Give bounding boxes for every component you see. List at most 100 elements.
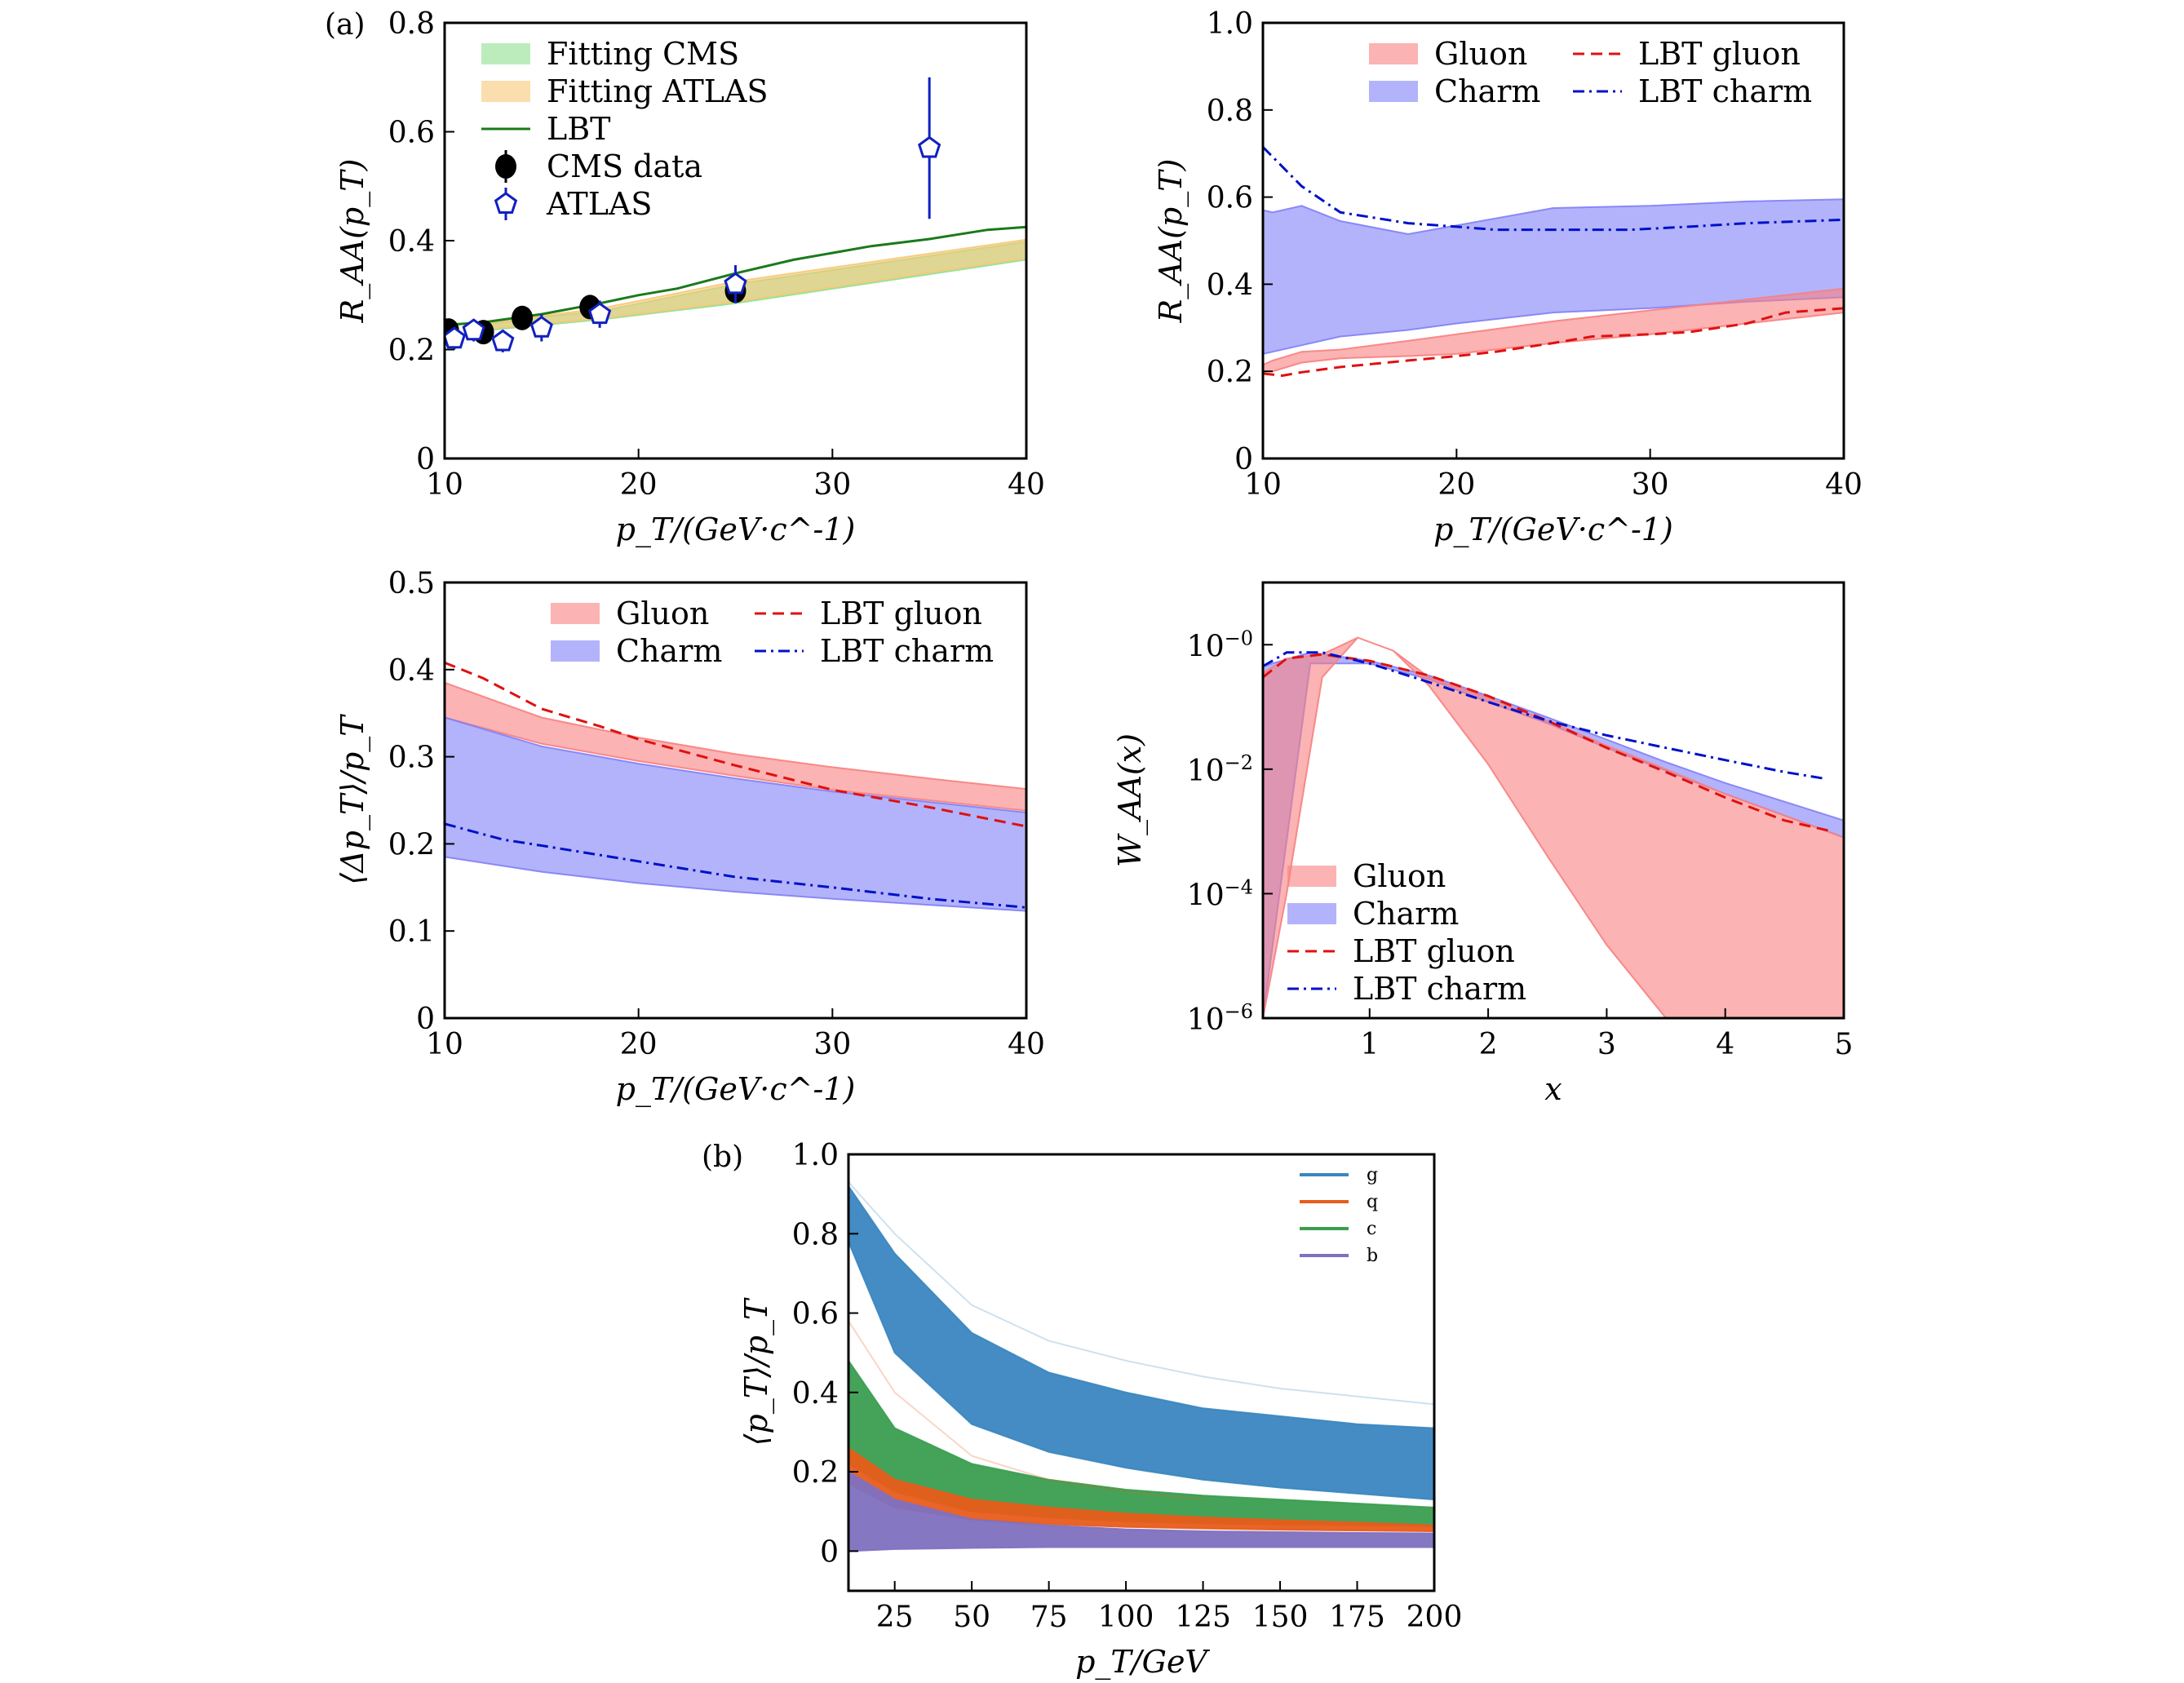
x-tick-label: 175 bbox=[1329, 1601, 1385, 1634]
legend-label: b bbox=[1367, 1246, 1378, 1266]
data-point-cms bbox=[512, 305, 534, 330]
y-tick-label: 0 bbox=[1234, 443, 1253, 476]
data-point-atlas bbox=[588, 302, 612, 325]
band-gluon bbox=[445, 681, 1026, 812]
x-tick-label: 40 bbox=[1825, 468, 1863, 502]
legend-label: LBT charm bbox=[1353, 971, 1526, 1007]
y-tick-label: 0.2 bbox=[792, 1456, 839, 1490]
legend-label: Gluon bbox=[1434, 36, 1527, 72]
x-tick-label: 50 bbox=[953, 1601, 990, 1634]
legend-marker bbox=[494, 192, 518, 214]
legend-item: Charm bbox=[551, 633, 722, 669]
y-tick-label: 0.2 bbox=[388, 334, 435, 368]
y-tick-label: 1.0 bbox=[1207, 7, 1253, 41]
y-axis-label: W_AA(x) bbox=[1112, 733, 1149, 867]
x-axis-label: p_T/(GeV·c^-1) bbox=[616, 512, 856, 548]
x-tick-label: 2 bbox=[1479, 1028, 1498, 1061]
data-point-atlas bbox=[491, 329, 515, 352]
x-tick-label: 3 bbox=[1597, 1028, 1616, 1061]
legend-label: ATLAS bbox=[546, 186, 652, 222]
y-tick-label: 0.6 bbox=[388, 117, 435, 150]
legend-marker bbox=[495, 154, 516, 179]
data-point-atlas bbox=[724, 272, 747, 295]
legend-item: c bbox=[1300, 1219, 1376, 1239]
y-axis-label: ⟨p_T⟩/p_T bbox=[738, 1297, 775, 1446]
legend-item: Fitting ATLAS bbox=[481, 73, 769, 109]
plot-frame bbox=[847, 1153, 1436, 1592]
y-tick-label: 10−4 bbox=[1187, 875, 1253, 912]
y-tick-label: 0.6 bbox=[1207, 182, 1253, 215]
x-tick-label: 25 bbox=[876, 1601, 914, 1634]
band-g bbox=[848, 1185, 1434, 1501]
y-tick-label: 0.5 bbox=[388, 567, 435, 600]
y-axis-label: R_AA(p_T) bbox=[1153, 159, 1189, 324]
legend-label: Gluon bbox=[1353, 858, 1446, 894]
plot-frame bbox=[443, 581, 1028, 1020]
x-axis-label: p_T/(GeV·c^-1) bbox=[1433, 512, 1673, 548]
x-axis-label: p_T/(GeV·c^-1) bbox=[616, 1071, 856, 1108]
y-tick-label: 0.2 bbox=[388, 828, 435, 861]
y-tick-label: 0.8 bbox=[388, 7, 435, 41]
y-tick-label: 0 bbox=[820, 1535, 839, 1569]
x-tick-label: 20 bbox=[620, 468, 658, 502]
legend-item: Gluon bbox=[551, 596, 709, 631]
legend-label: q bbox=[1367, 1192, 1378, 1212]
y-tick-label: 10−0 bbox=[1187, 627, 1253, 663]
x-tick-label: 40 bbox=[1008, 1028, 1045, 1061]
band-b bbox=[848, 1470, 1434, 1552]
legend-swatch bbox=[1287, 866, 1336, 887]
plot-frame bbox=[1261, 21, 1845, 460]
y-axis-label: R_AA(p_T) bbox=[334, 159, 371, 324]
legend-item: Charm bbox=[1287, 896, 1459, 932]
legend-swatch bbox=[1287, 903, 1336, 924]
x-tick-label: 30 bbox=[1632, 468, 1669, 502]
plot-area bbox=[445, 661, 1026, 912]
x-tick-label: 100 bbox=[1098, 1601, 1154, 1634]
y-tick-label: 10−6 bbox=[1187, 1000, 1253, 1037]
y-tick-label: 0 bbox=[416, 1003, 435, 1036]
x-tick-label: 20 bbox=[1438, 468, 1475, 502]
legend-label: Fitting ATLAS bbox=[547, 73, 769, 109]
y-tick-label: 1.0 bbox=[792, 1139, 839, 1172]
legend-item: ATLAS bbox=[494, 186, 652, 222]
plot-area bbox=[1263, 636, 1844, 1018]
legend-label: g bbox=[1367, 1165, 1378, 1185]
x-tick-label: 200 bbox=[1407, 1601, 1463, 1634]
x-tick-label: 30 bbox=[813, 1028, 851, 1061]
x-tick-label: 150 bbox=[1252, 1601, 1309, 1634]
band-gluon bbox=[1263, 287, 1844, 373]
plot-area bbox=[848, 1181, 1434, 1552]
y-tick-label: 0.8 bbox=[1207, 95, 1253, 128]
chart-a3: 10 20 30 40 0 0.1 0.2 0.3 0.4 0.5 p_T/(GeV·c^-1) ⟨Δ… bbox=[334, 567, 1045, 1108]
y-tick-label: 0.8 bbox=[792, 1218, 839, 1251]
legend-label: Fitting CMS bbox=[547, 36, 739, 72]
series-lbt-charm bbox=[445, 822, 1026, 909]
band-charm bbox=[445, 716, 1026, 912]
legend-label: LBT charm bbox=[1638, 73, 1812, 109]
x-axis-label: p_T/GeV bbox=[1075, 1644, 1210, 1681]
y-tick-label: 0.2 bbox=[1207, 356, 1253, 389]
legend-swatch bbox=[481, 43, 530, 64]
legend-label: CMS data bbox=[547, 148, 702, 184]
legend-item: Fitting CMS bbox=[481, 36, 739, 72]
legend-swatch bbox=[1369, 81, 1418, 102]
plot-area bbox=[1263, 146, 1844, 378]
series-lbt-gluon bbox=[445, 661, 1026, 828]
legend-swatch bbox=[551, 640, 600, 662]
x-tick-label: 125 bbox=[1175, 1601, 1231, 1634]
y-tick-label: 0.1 bbox=[388, 915, 435, 949]
legend-swatch bbox=[1369, 43, 1418, 64]
legend-item: Gluon bbox=[1287, 858, 1446, 894]
legend-label: Gluon bbox=[616, 596, 709, 631]
panel-a-label: (a) bbox=[325, 8, 365, 42]
plot-area bbox=[445, 77, 1026, 352]
legend-item: Gluon bbox=[1369, 36, 1527, 72]
legend-swatch bbox=[551, 603, 600, 624]
series-g-outlier bbox=[848, 1181, 1434, 1406]
